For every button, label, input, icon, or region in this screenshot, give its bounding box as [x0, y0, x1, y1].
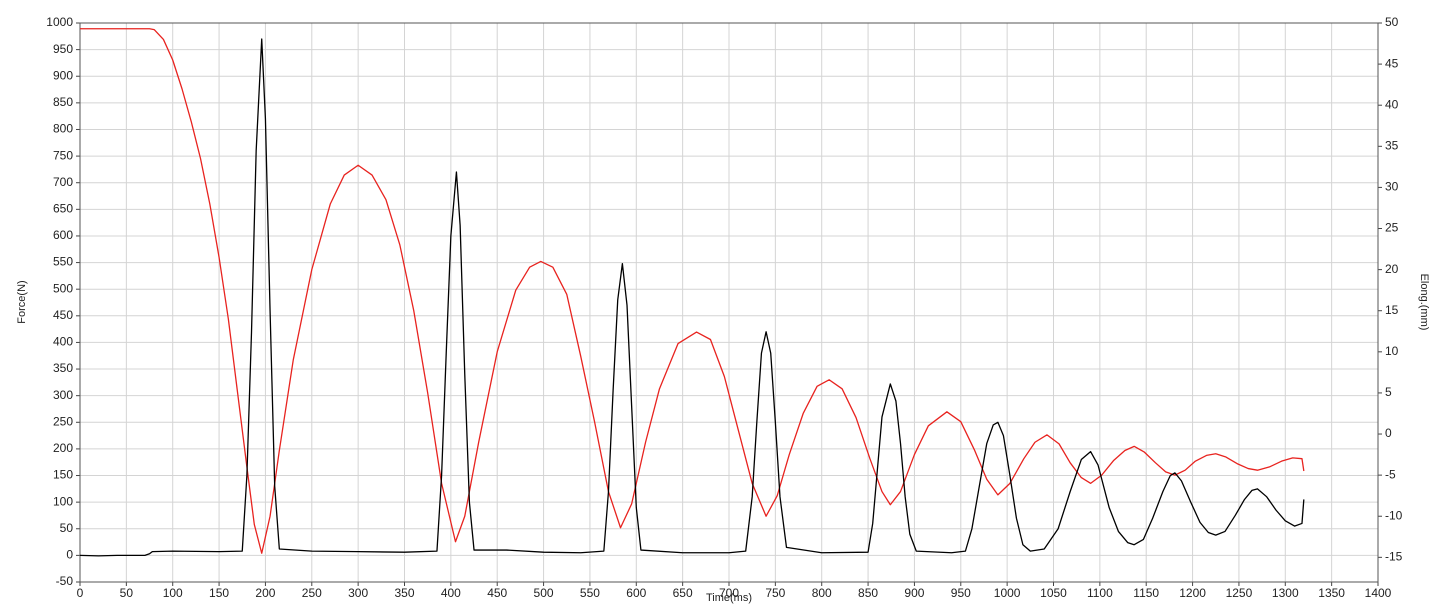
y2-tick-label: 0 — [1385, 426, 1392, 440]
x-tick-label: 1000 — [994, 586, 1021, 600]
y2-tick-label: 15 — [1385, 303, 1399, 317]
x-tick-label: 650 — [673, 586, 693, 600]
x-tick-label: 1050 — [1040, 586, 1067, 600]
y2-tick-label: 5 — [1385, 385, 1392, 399]
x-tick-label: 1350 — [1318, 586, 1345, 600]
y2-tick-label: -10 — [1385, 508, 1403, 522]
y2-tick-label: 50 — [1385, 15, 1399, 29]
y2-tick-label: 20 — [1385, 262, 1399, 276]
x-tick-label: 1100 — [1087, 586, 1113, 600]
x-tick-label: 800 — [812, 586, 832, 600]
y-tick-label: 400 — [53, 335, 73, 349]
y2-tick-label: 35 — [1385, 138, 1399, 152]
y2-tick-label: 10 — [1385, 344, 1399, 358]
y-tick-label: 100 — [53, 494, 73, 508]
y-tick-label: -50 — [56, 574, 74, 588]
x-tick-label: 50 — [120, 586, 134, 600]
y-tick-label: 700 — [53, 175, 73, 189]
y-tick-label: 250 — [53, 414, 73, 428]
y2-tick-label: 40 — [1385, 97, 1399, 111]
y-tick-label: 350 — [53, 361, 73, 375]
y-tick-label: 900 — [53, 68, 73, 82]
y-tick-label: 300 — [53, 388, 73, 402]
x-tick-label: 900 — [904, 586, 924, 600]
series-line — [80, 28, 1305, 554]
y-tick-label: 550 — [53, 255, 73, 269]
y2-tick-label: -5 — [1385, 467, 1396, 481]
y-tick-label: 200 — [53, 441, 73, 455]
x-tick-label: 550 — [580, 586, 600, 600]
x-tick-label: 150 — [209, 586, 229, 600]
y-tick-label: 150 — [53, 468, 73, 482]
y-tick-label: 1000 — [46, 15, 73, 29]
y-tick-label: 850 — [53, 95, 73, 109]
y-tick-label: 0 — [66, 548, 73, 562]
x-tick-label: 950 — [951, 586, 971, 600]
x-tick-label: 400 — [441, 586, 461, 600]
y-tick-label: 950 — [53, 42, 73, 56]
x-tick-label: 100 — [163, 586, 183, 600]
x-tick-label: 350 — [394, 586, 414, 600]
x-tick-label: 1200 — [1179, 586, 1206, 600]
x-tick-label: 1300 — [1272, 586, 1299, 600]
x-tick-label: 300 — [348, 586, 368, 600]
y2-tick-label: -15 — [1385, 550, 1403, 564]
y2-tick-label: 30 — [1385, 180, 1399, 194]
series-line — [79, 38, 1305, 557]
y-tick-label: 600 — [53, 228, 73, 242]
x-tick-label: 700 — [719, 586, 739, 600]
y-tick-label: 750 — [53, 148, 73, 162]
x-tick-label: 1250 — [1226, 586, 1253, 600]
x-tick-label: 600 — [626, 586, 646, 600]
x-tick-label: 1400 — [1365, 586, 1392, 600]
y2-tick-label: 25 — [1385, 221, 1399, 235]
plot-frame — [79, 22, 1379, 583]
x-axis-label: Time(ms) — [706, 592, 752, 604]
x-tick-label: 500 — [534, 586, 554, 600]
y-tick-label: 450 — [53, 308, 73, 322]
x-tick-label: 200 — [255, 586, 275, 600]
x-tick-label: 1150 — [1133, 586, 1159, 600]
x-tick-label: 450 — [487, 586, 507, 600]
y-axis-label: Force(N) — [16, 280, 28, 323]
y-tick-label: 800 — [53, 122, 73, 136]
x-tick-label: 750 — [765, 586, 785, 600]
y-tick-label: 650 — [53, 202, 73, 216]
x-tick-label: 250 — [302, 586, 322, 600]
y-tick-label: 500 — [53, 281, 73, 295]
x-tick-label: 0 — [77, 586, 84, 600]
y2-tick-label: 45 — [1385, 56, 1399, 70]
x-tick-label: 850 — [858, 586, 878, 600]
y-tick-label: 50 — [60, 521, 74, 535]
y2-axis-label: Elong.(mm) — [1418, 274, 1430, 331]
